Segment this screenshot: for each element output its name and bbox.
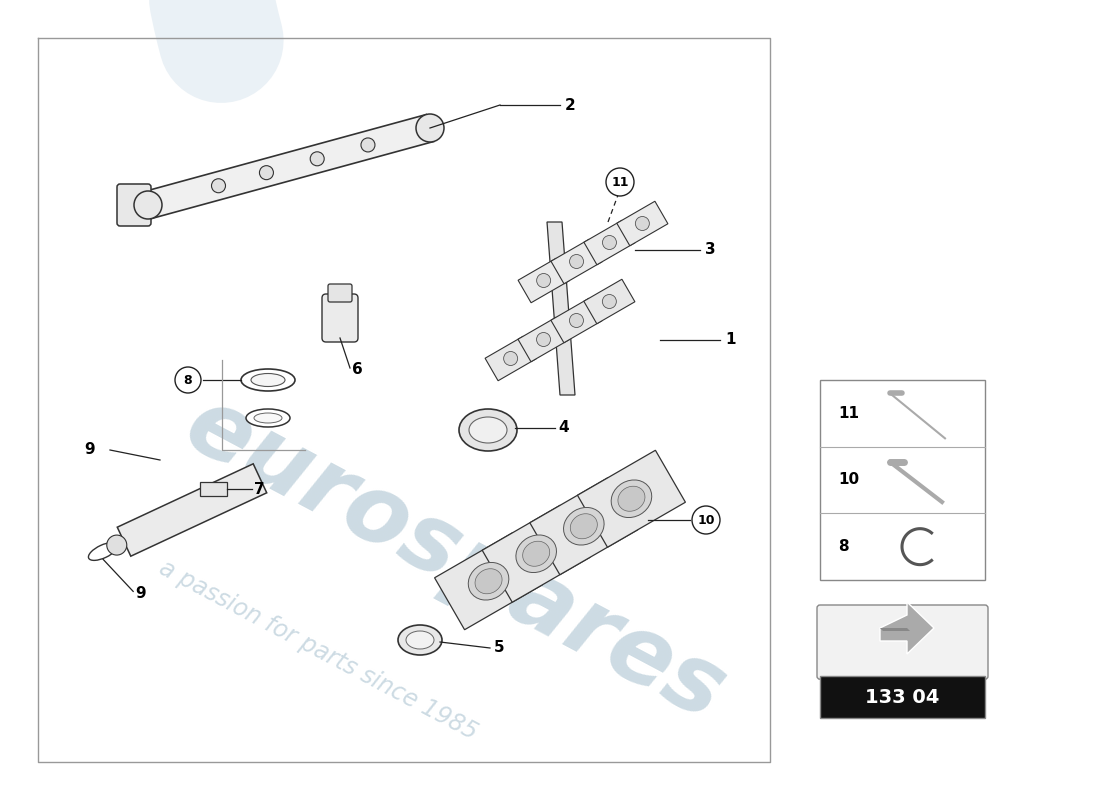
Text: 9: 9	[85, 442, 95, 458]
Polygon shape	[880, 602, 934, 654]
Ellipse shape	[406, 631, 434, 649]
Circle shape	[537, 274, 551, 287]
Polygon shape	[880, 628, 910, 631]
Ellipse shape	[570, 514, 597, 538]
Ellipse shape	[398, 625, 442, 655]
Text: 5: 5	[494, 641, 505, 655]
Text: 8: 8	[184, 374, 192, 386]
Polygon shape	[551, 239, 602, 284]
Text: 11: 11	[838, 406, 859, 421]
Ellipse shape	[254, 413, 282, 423]
Polygon shape	[118, 464, 266, 556]
Circle shape	[636, 217, 649, 230]
Ellipse shape	[246, 409, 290, 427]
Ellipse shape	[618, 486, 645, 511]
Ellipse shape	[88, 542, 118, 560]
Circle shape	[570, 254, 583, 269]
FancyBboxPatch shape	[322, 294, 358, 342]
Text: 11: 11	[612, 175, 629, 189]
Circle shape	[211, 178, 226, 193]
Polygon shape	[518, 318, 569, 362]
Text: 7: 7	[254, 482, 265, 497]
Circle shape	[134, 191, 162, 219]
Circle shape	[504, 351, 518, 366]
Text: a passion for parts since 1985: a passion for parts since 1985	[155, 556, 482, 744]
Circle shape	[692, 506, 720, 534]
Polygon shape	[200, 482, 227, 496]
Text: 4: 4	[558, 421, 569, 435]
Polygon shape	[530, 478, 638, 574]
Text: 2: 2	[565, 98, 575, 113]
Polygon shape	[584, 220, 635, 265]
Polygon shape	[551, 298, 602, 342]
Polygon shape	[584, 279, 635, 324]
Circle shape	[310, 152, 324, 166]
Ellipse shape	[475, 569, 502, 594]
Circle shape	[361, 138, 375, 152]
Text: eurospares: eurospares	[170, 379, 740, 741]
Ellipse shape	[469, 562, 509, 600]
Circle shape	[175, 367, 201, 393]
Polygon shape	[578, 450, 685, 547]
Circle shape	[260, 166, 274, 180]
Text: 1: 1	[725, 333, 736, 347]
Bar	[820, 676, 984, 718]
Circle shape	[603, 294, 616, 309]
Text: 133 04: 133 04	[866, 688, 939, 706]
Circle shape	[570, 314, 583, 327]
Bar	[820, 380, 984, 580]
Circle shape	[537, 333, 550, 346]
Polygon shape	[144, 114, 433, 218]
Polygon shape	[547, 222, 575, 395]
Circle shape	[107, 535, 126, 555]
Ellipse shape	[612, 480, 651, 518]
Ellipse shape	[241, 369, 295, 391]
Circle shape	[603, 235, 616, 250]
FancyBboxPatch shape	[328, 284, 352, 302]
Polygon shape	[485, 336, 536, 381]
Ellipse shape	[563, 507, 604, 545]
Text: 8: 8	[838, 539, 848, 554]
Ellipse shape	[469, 417, 507, 443]
Text: 10: 10	[838, 473, 859, 487]
Ellipse shape	[251, 374, 285, 386]
Polygon shape	[434, 533, 542, 630]
Polygon shape	[518, 258, 569, 302]
FancyBboxPatch shape	[117, 184, 151, 226]
Circle shape	[416, 114, 444, 142]
Circle shape	[606, 168, 634, 196]
FancyBboxPatch shape	[817, 605, 988, 679]
Polygon shape	[617, 202, 668, 246]
Ellipse shape	[522, 542, 550, 566]
Text: 9: 9	[135, 586, 146, 601]
Ellipse shape	[516, 535, 557, 573]
Text: 10: 10	[697, 514, 715, 526]
Text: 3: 3	[705, 242, 716, 258]
Text: 6: 6	[352, 362, 363, 378]
Polygon shape	[482, 506, 591, 602]
Ellipse shape	[459, 409, 517, 451]
